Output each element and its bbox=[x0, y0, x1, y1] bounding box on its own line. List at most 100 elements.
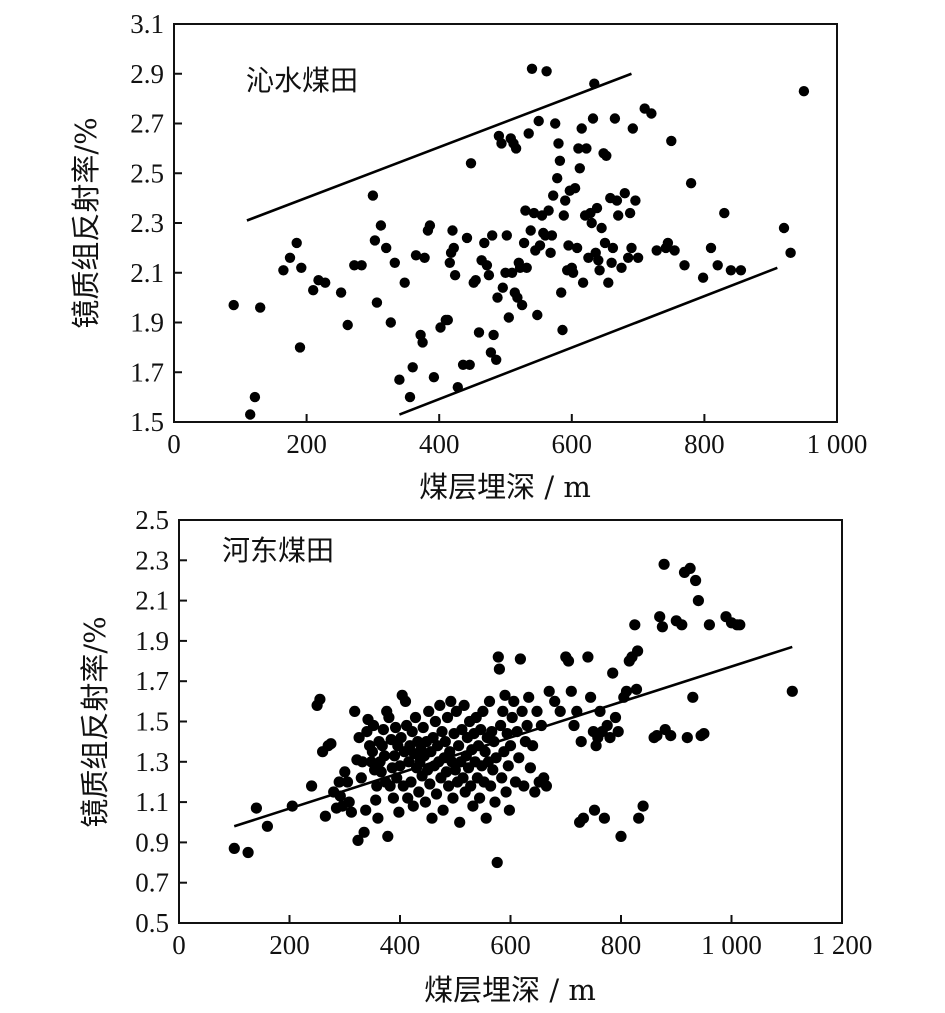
hedong-data-point bbox=[523, 691, 535, 703]
hedong-data-point bbox=[501, 728, 513, 740]
qinshui-data-point bbox=[573, 143, 584, 154]
qinshui-data-point bbox=[424, 220, 436, 231]
hedong-x-axis-title: 煤层埋深 / m bbox=[424, 973, 596, 1007]
hedong-data-point bbox=[445, 695, 457, 708]
qinshui-data-point bbox=[512, 292, 523, 303]
qinshui-data-point bbox=[510, 143, 522, 154]
qinshui-data-point bbox=[581, 143, 592, 154]
hedong-data-point bbox=[565, 685, 577, 697]
hedong-data-point bbox=[577, 812, 590, 824]
hedong-data-point bbox=[334, 790, 346, 802]
qinshui-data-point bbox=[550, 118, 561, 129]
hedong-data-point bbox=[250, 802, 262, 814]
qinshui-data-point bbox=[479, 237, 490, 249]
hedong-y-tick-label: 1.5 bbox=[135, 707, 169, 737]
hedong-data-point bbox=[509, 776, 522, 788]
hedong-data-point bbox=[372, 812, 384, 824]
hedong-data-point bbox=[406, 726, 418, 738]
hedong-data-point bbox=[261, 820, 273, 832]
qinshui-data-point bbox=[465, 158, 477, 169]
hedong-data-point bbox=[582, 651, 594, 663]
hedong-data-point bbox=[423, 705, 435, 718]
qinshui-data-point bbox=[630, 195, 641, 206]
hedong-x-tick-label: 800 bbox=[601, 930, 642, 960]
hedong-data-point bbox=[575, 736, 587, 748]
hedong-y-tick-label: 1.1 bbox=[135, 787, 169, 817]
qinshui-x-tick-label: 200 bbox=[286, 429, 327, 459]
hedong-data-point bbox=[384, 780, 396, 792]
qinshui-data-point bbox=[501, 230, 512, 241]
qinshui-data-point bbox=[375, 220, 387, 231]
qinshui-data-point bbox=[320, 277, 331, 288]
qinshui-data-point bbox=[485, 347, 497, 358]
qinshui-x-tick-label: 800 bbox=[684, 429, 725, 459]
hedong-data-point bbox=[521, 719, 533, 732]
hedong-data-point bbox=[651, 730, 663, 742]
hedong-data-point bbox=[424, 778, 436, 790]
hedong-data-point bbox=[339, 766, 351, 778]
qinshui-data-point bbox=[712, 260, 723, 271]
qinshui-data-point bbox=[444, 257, 455, 268]
qinshui-y-tick-label: 1.5 bbox=[130, 407, 164, 437]
hedong-data-point bbox=[656, 621, 669, 633]
qinshui-y-tick-label: 2.9 bbox=[130, 59, 164, 89]
hedong-data-point bbox=[444, 746, 456, 758]
qinshui-data-point bbox=[556, 287, 567, 298]
hedong-data-point bbox=[609, 711, 622, 724]
hedong-data-point bbox=[601, 719, 613, 732]
qinshui-data-point bbox=[557, 324, 568, 336]
hedong-data-point bbox=[535, 719, 548, 732]
hedong-x-tick-label: 400 bbox=[380, 930, 421, 960]
hedong-data-point bbox=[562, 655, 575, 667]
qinshui-data-point bbox=[461, 232, 473, 244]
qinshui-y-tick-label: 1.7 bbox=[130, 357, 164, 387]
qinshui-data-points bbox=[228, 63, 810, 420]
qinshui-data-point bbox=[404, 391, 416, 403]
hedong-panel-label: 河东煤田 bbox=[222, 534, 334, 567]
qinshui-x-tick-label: 1 000 bbox=[807, 429, 868, 459]
hedong-data-point bbox=[426, 812, 438, 824]
hedong-data-point bbox=[630, 683, 643, 695]
hedong-data-point bbox=[391, 772, 403, 784]
qinshui-data-point bbox=[627, 123, 638, 134]
qinshui-data-point bbox=[523, 128, 534, 139]
hedong-data-point bbox=[228, 842, 240, 855]
qinshui-data-point bbox=[735, 265, 747, 276]
qinshui-data-point bbox=[545, 247, 556, 258]
qinshui-data-point bbox=[419, 252, 430, 263]
hedong-data-point bbox=[343, 796, 355, 808]
hedong-data-point bbox=[457, 772, 469, 784]
qinshui-data-point bbox=[577, 277, 589, 288]
hedong-data-point bbox=[409, 711, 422, 724]
hedong-data-point bbox=[441, 711, 454, 724]
hedong-data-point bbox=[483, 695, 496, 708]
hedong-data-point bbox=[349, 705, 361, 718]
hedong-y-tick-label: 2.3 bbox=[135, 545, 169, 575]
hedong-data-point bbox=[516, 705, 528, 718]
qinshui-data-point bbox=[646, 108, 657, 119]
qinshui-data-point bbox=[342, 319, 353, 331]
qinshui-data-point bbox=[496, 138, 507, 149]
hedong-panel: 河东煤田 煤层埋深 / m 镜质组反射率/% 0 200 400 600 800 1 00… bbox=[78, 505, 872, 1007]
hedong-y-tick-label: 2.1 bbox=[135, 586, 169, 616]
hedong-y-tick-label: 0.9 bbox=[135, 827, 169, 857]
qinshui-data-point bbox=[516, 299, 528, 311]
qinshui-data-point bbox=[719, 207, 730, 219]
hedong-data-point bbox=[554, 705, 566, 718]
hedong-data-point bbox=[491, 856, 503, 869]
hedong-data-point bbox=[786, 685, 798, 697]
qinshui-data-point bbox=[442, 314, 453, 326]
hedong-data-point bbox=[506, 711, 518, 724]
hedong-data-point bbox=[620, 685, 633, 697]
hedong-data-point bbox=[531, 705, 543, 718]
hedong-data-point bbox=[458, 699, 470, 712]
hedong-data-point bbox=[514, 653, 527, 665]
hedong-data-point bbox=[480, 812, 492, 824]
hedong-data-point bbox=[387, 792, 399, 804]
qinshui-data-point bbox=[563, 240, 574, 251]
hedong-data-point bbox=[508, 695, 520, 708]
hedong-trend-line bbox=[233, 645, 793, 828]
hedong-data-point bbox=[604, 732, 616, 744]
hedong-data-point bbox=[413, 786, 425, 798]
hedong-trend-lines bbox=[233, 645, 793, 828]
